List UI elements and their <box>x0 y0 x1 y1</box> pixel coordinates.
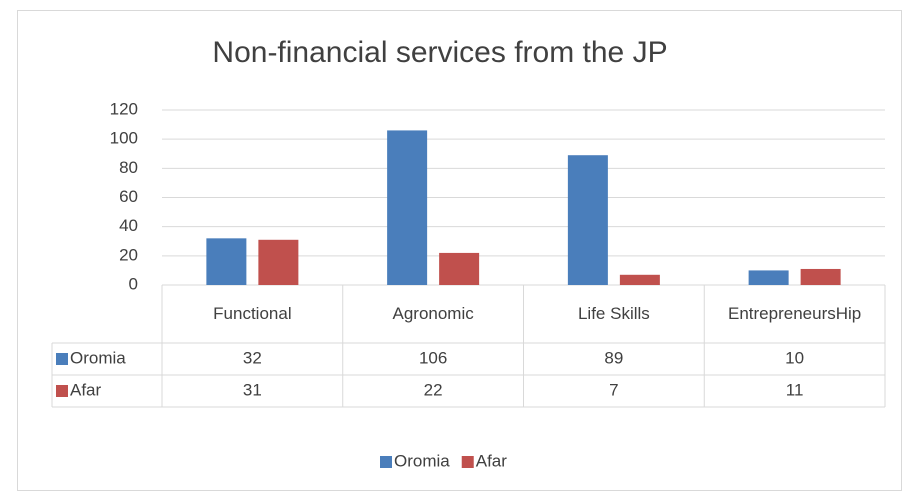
bar <box>439 252 480 285</box>
x-tick-label: Functional <box>213 304 292 323</box>
x-tick-label: Life Skills <box>577 304 650 323</box>
table-value: 7 <box>609 380 618 399</box>
bar <box>619 274 660 285</box>
table-value: 22 <box>424 380 443 399</box>
legend-key <box>380 456 392 468</box>
table-series-name: Oromia <box>70 348 126 367</box>
table-value: 11 <box>786 380 804 399</box>
x-tick-label: EntrepreneursHip <box>728 304 862 323</box>
y-tick-label: 120 <box>110 99 138 118</box>
bar <box>800 268 841 285</box>
table-legend-key <box>56 353 68 365</box>
bar <box>206 238 247 285</box>
category-cell: Life Skills <box>577 304 650 323</box>
table-value: 89 <box>604 348 623 367</box>
table-value: 10 <box>785 348 804 367</box>
category-cell: EntrepreneursHip <box>728 304 862 323</box>
bar <box>387 130 428 285</box>
chart-border <box>17 10 902 491</box>
y-tick-label: 100 <box>110 129 138 148</box>
table-legend-key <box>56 385 68 397</box>
y-tick-label: 0 <box>129 274 138 293</box>
y-tick-label: 60 <box>119 187 138 206</box>
legend-key <box>461 456 474 468</box>
x-tick-label: Agronomic <box>392 304 474 323</box>
bar <box>258 239 299 285</box>
table-series-name: Afar <box>70 380 102 399</box>
bar <box>567 155 608 285</box>
category-cell: Functional <box>213 304 292 323</box>
bar <box>748 270 789 285</box>
table-value: 106 <box>419 348 447 367</box>
y-tick-label: 20 <box>119 245 138 264</box>
y-tick-label: 80 <box>119 158 138 177</box>
chart-title: Non-financial services from the JP <box>212 36 667 69</box>
legend-label: Afar <box>476 451 508 470</box>
y-tick-label: 40 <box>119 216 138 235</box>
category-cell: Agronomic <box>392 304 474 323</box>
legend-label: Oromia <box>394 451 450 470</box>
table-value: 31 <box>243 380 262 399</box>
table-value: 32 <box>243 348 262 367</box>
